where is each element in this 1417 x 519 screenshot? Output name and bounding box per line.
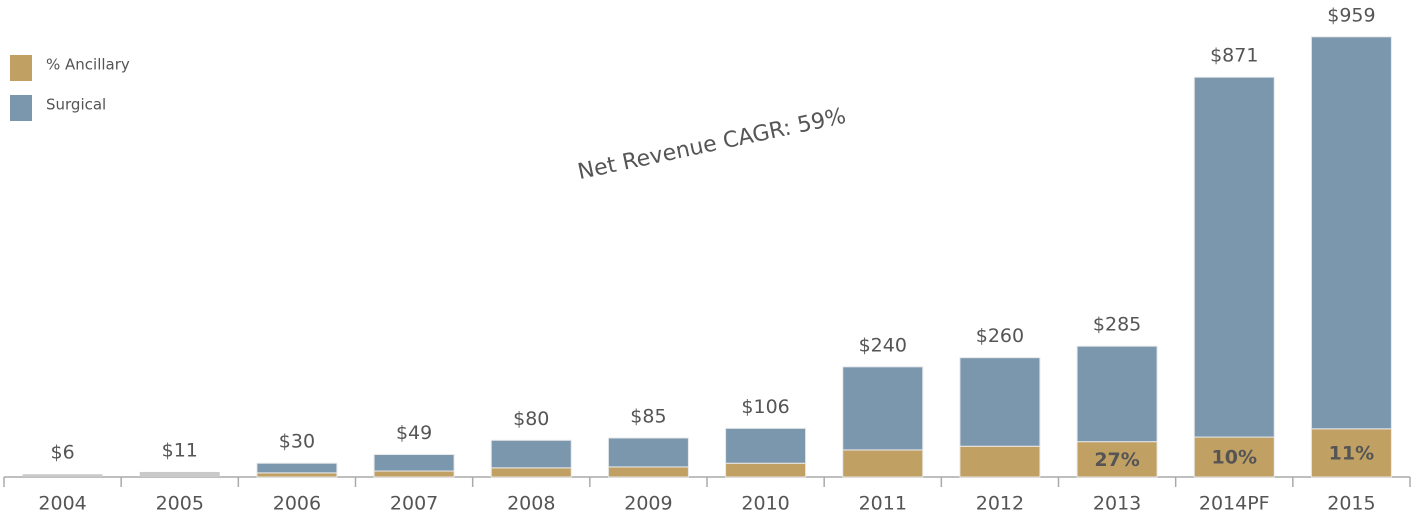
- bar-segment: [1310, 36, 1392, 430]
- annotation: Net Revenue CAGR: 59%: [576, 104, 849, 185]
- total-label: $240: [859, 334, 907, 356]
- total-label: $6: [50, 442, 74, 464]
- total-label: $49: [396, 422, 432, 444]
- legend-label: % Ancillary: [46, 56, 130, 74]
- bar-segment: [1193, 436, 1275, 478]
- bar-segment: [842, 366, 924, 451]
- x-tick-label: 2012: [976, 493, 1024, 515]
- x-tick-label: 2007: [390, 493, 438, 515]
- bar: [139, 471, 220, 477]
- bar-segment: [1076, 441, 1158, 478]
- bar-segment: [490, 467, 572, 478]
- bar-segment: [256, 462, 338, 474]
- pct-label: 27%: [1094, 449, 1139, 471]
- x-tick-label: 2015: [1327, 493, 1375, 515]
- bar-segment: [725, 427, 807, 464]
- bar-segment: [725, 462, 807, 478]
- x-tick-label: 2013: [1093, 493, 1141, 515]
- total-label: $959: [1327, 4, 1375, 26]
- bar-segment: [490, 439, 572, 469]
- legend-swatch: [10, 55, 32, 81]
- total-label: $260: [976, 325, 1024, 347]
- legend-swatch: [10, 95, 32, 121]
- total-label: $80: [513, 408, 549, 430]
- bar-segment: [1310, 428, 1392, 478]
- x-tick-label: 2005: [156, 493, 204, 515]
- pct-label: 10%: [1212, 447, 1257, 469]
- x-tick-label: 2006: [273, 493, 321, 515]
- bar-segment: [373, 454, 455, 472]
- x-tick-label: 2014PF: [1199, 493, 1270, 515]
- total-label: $871: [1210, 45, 1258, 67]
- x-tick-label: 2009: [624, 493, 672, 515]
- x-tick-label: 2010: [741, 493, 789, 515]
- total-label: $11: [162, 439, 198, 461]
- bar-segment: [1076, 345, 1158, 443]
- total-label: $30: [279, 431, 315, 453]
- legend-label: Surgical: [46, 96, 106, 114]
- bar-segment: [959, 445, 1041, 478]
- bar-segment: [607, 466, 689, 478]
- total-label: $85: [630, 405, 666, 427]
- bar-segment: [1193, 76, 1275, 438]
- bar-segment: [959, 357, 1041, 447]
- total-label: $106: [741, 396, 789, 418]
- bar-segment: [842, 449, 924, 478]
- bar-segment: [373, 470, 455, 478]
- bar-segment: [607, 437, 689, 468]
- total-label: $285: [1093, 314, 1141, 336]
- x-tick-label: 2011: [859, 493, 907, 515]
- pct-label: 11%: [1329, 442, 1374, 464]
- x-tick-label: 2004: [38, 493, 86, 515]
- x-tick-label: 2008: [507, 493, 555, 515]
- bar-segment: [256, 472, 338, 478]
- bar: [22, 474, 103, 477]
